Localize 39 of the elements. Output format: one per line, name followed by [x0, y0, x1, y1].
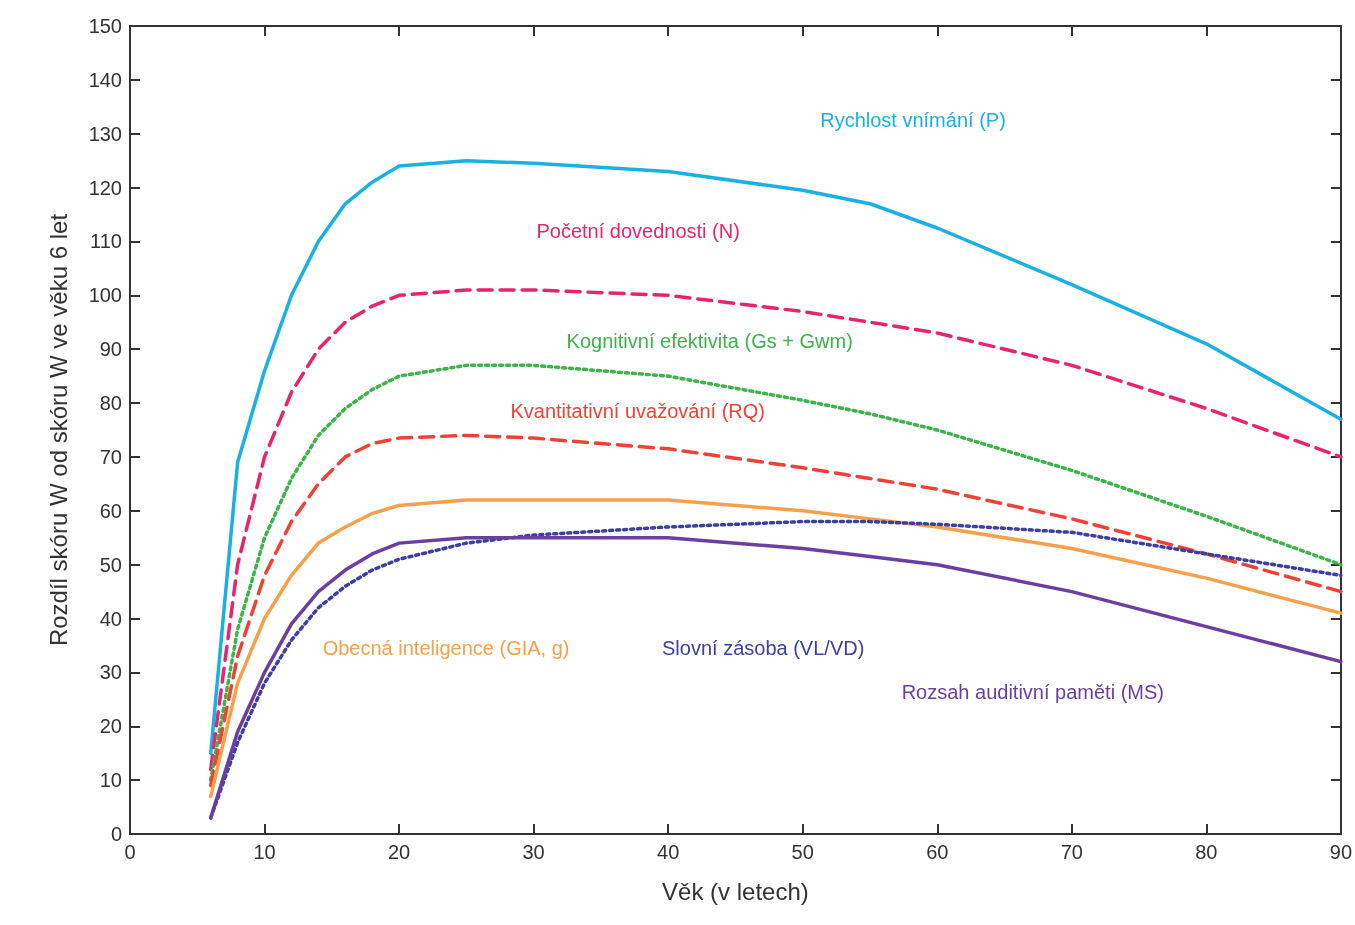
x-tick-label: 50 [791, 841, 814, 863]
y-tick-label: 0 [110, 823, 122, 845]
y-tick-label: 60 [99, 499, 122, 522]
y-tick-label: 20 [99, 715, 122, 738]
y-tick-label: 40 [99, 607, 122, 630]
y-tick-label: 50 [99, 553, 122, 576]
text: Slovní zásoba (VL/VD) [662, 636, 865, 659]
y-tick-label: 90 [99, 338, 122, 361]
line-series [208, 363, 1343, 782]
x-tick-label: 0 [124, 841, 136, 863]
y-tick-label: 150 [88, 15, 122, 37]
line-series [208, 158, 1343, 755]
text: Rozsah auditivní paměti (MS) [901, 680, 1164, 703]
y-axis-title: Rozdíl skóru W od skóru W ve věku 6 let [44, 213, 72, 647]
text: Obecná inteligence (GIA, g) [322, 637, 570, 660]
y-tick-label: 80 [99, 392, 122, 415]
y-tick-label: 120 [88, 176, 122, 199]
y-tick-label: 100 [88, 284, 122, 307]
text: Početní dovednosti (N) [536, 220, 740, 243]
x-tick-label: 10 [253, 841, 276, 863]
series-label: Kognitivní efektivita (Gs + Gwm) [566, 330, 853, 353]
x-tick-label: 30 [522, 841, 545, 863]
line-series [208, 288, 1343, 772]
y-tick-label: 110 [90, 230, 122, 253]
x-tick-label: 60 [926, 841, 949, 863]
x-tick-label: 90 [1329, 841, 1352, 863]
x-tick-label: 40 [657, 841, 680, 863]
series-label: Kvantitativní uvažování (RQ) [510, 399, 765, 422]
line-series [208, 433, 1343, 788]
x-tick-label: 80 [1195, 841, 1218, 863]
x-tick-label: 20 [387, 841, 411, 863]
y-tick-label: 10 [99, 769, 122, 792]
y-tick-label: 70 [99, 445, 122, 468]
y-tick-label: 130 [88, 122, 122, 145]
y-tick-label: 30 [99, 661, 122, 684]
y-tick-label: 140 [88, 68, 122, 91]
x-axis-title: Věk (v letech) [662, 877, 809, 905]
x-tick-label: 70 [1060, 841, 1083, 863]
text: Rychlost vnímání (P) [820, 108, 1006, 131]
